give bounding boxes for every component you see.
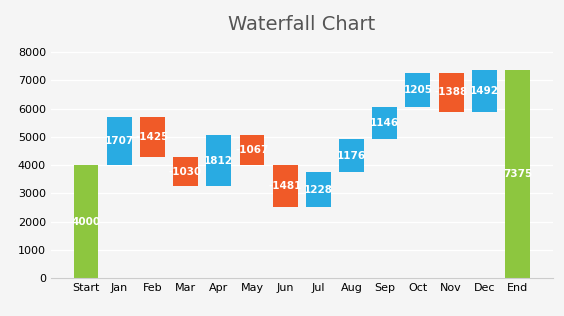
Bar xyxy=(306,172,331,207)
Bar xyxy=(406,73,430,107)
Text: -1067: -1067 xyxy=(235,145,268,155)
Title: Waterfall Chart: Waterfall Chart xyxy=(228,15,376,33)
Text: 7375: 7375 xyxy=(503,169,532,179)
Text: 1205: 1205 xyxy=(403,85,433,95)
Bar xyxy=(206,135,231,186)
Text: 1228: 1228 xyxy=(304,185,333,195)
Text: -1481: -1481 xyxy=(268,181,302,191)
Bar xyxy=(73,165,99,278)
Bar xyxy=(472,70,497,112)
Bar xyxy=(505,70,530,278)
Bar xyxy=(107,117,131,165)
Bar xyxy=(140,117,165,157)
Text: 1707: 1707 xyxy=(104,136,134,146)
Text: 1146: 1146 xyxy=(370,118,399,128)
Text: -1388: -1388 xyxy=(434,87,468,97)
Text: 1492: 1492 xyxy=(470,86,499,96)
Bar xyxy=(173,157,198,186)
Text: -1030: -1030 xyxy=(169,167,202,177)
Bar xyxy=(339,139,364,172)
Text: 1812: 1812 xyxy=(204,155,233,166)
Bar xyxy=(439,73,464,112)
Text: 1176: 1176 xyxy=(337,151,366,161)
Text: 4000: 4000 xyxy=(72,216,100,227)
Bar xyxy=(273,165,298,207)
Text: -1425: -1425 xyxy=(136,132,169,142)
Bar xyxy=(372,107,397,139)
Bar xyxy=(240,135,265,165)
